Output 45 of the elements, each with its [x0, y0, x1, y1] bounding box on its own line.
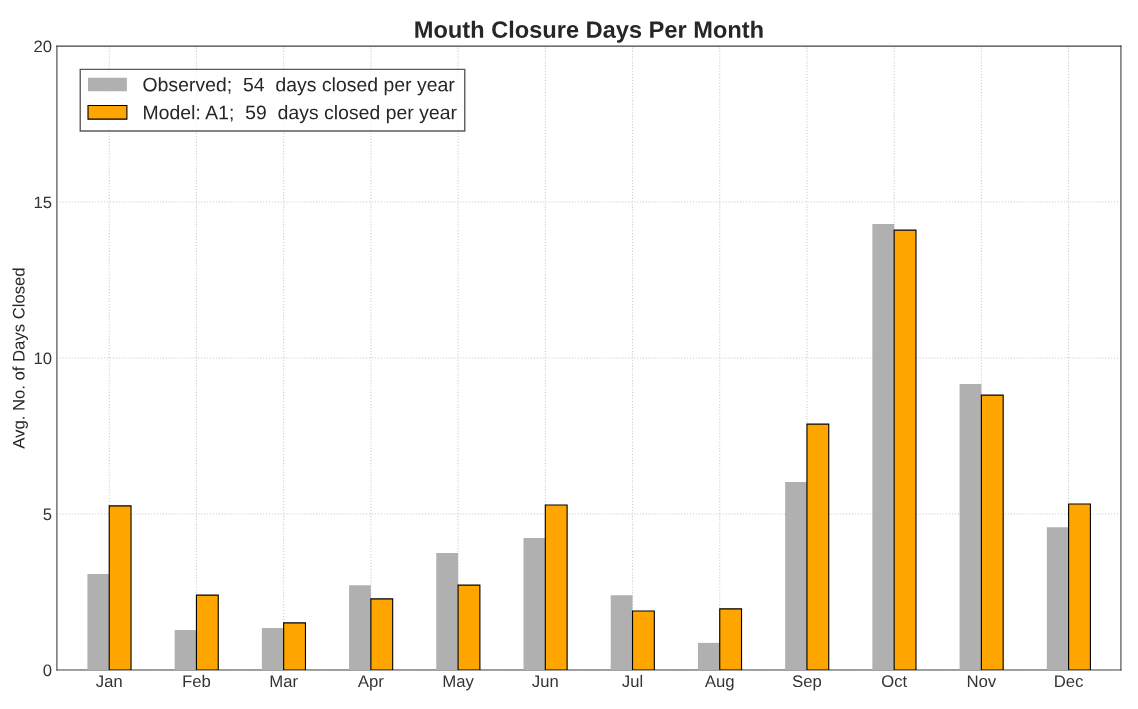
bar: [261, 627, 284, 670]
bar: [719, 608, 743, 670]
x-tick-label: Oct: [882, 675, 908, 688]
y-axis-title: Avg. No. of Days Closed: [12, 268, 28, 449]
bar: [349, 585, 371, 670]
x-tick-label: Aug: [704, 675, 734, 691]
bar: [806, 423, 830, 670]
bar: [457, 584, 481, 670]
bar: [523, 538, 546, 670]
y-tick-label: 10: [34, 352, 52, 365]
legend-label: Observed; 54 days closed per year: [143, 77, 455, 96]
legend-label: Model: A1; 59 days closed per year: [144, 105, 457, 124]
bar: [195, 594, 219, 670]
bar: [174, 630, 197, 670]
bar: [370, 598, 394, 670]
x-tick-label: Sep: [792, 675, 822, 691]
bar: [785, 481, 807, 670]
bar: [1068, 503, 1091, 670]
bar: [959, 383, 982, 670]
x-tick-label: Nov: [967, 675, 997, 688]
x-tick-label: Apr: [357, 675, 384, 691]
bar: [697, 642, 720, 670]
x-tick-label: Jan: [96, 675, 122, 688]
x-tick-label: Jun: [532, 675, 558, 688]
x-tick-label: Feb: [183, 674, 211, 688]
bar: [436, 553, 459, 670]
bar: [108, 505, 132, 670]
y-tick-label: 5: [43, 508, 52, 521]
bar: [1046, 527, 1069, 670]
bar: [872, 223, 895, 670]
y-tick-label: 20: [34, 40, 52, 53]
bar: [283, 622, 307, 670]
y-tick-label: 0: [43, 664, 52, 677]
x-tick-label: Jul: [622, 674, 643, 688]
bar: [980, 394, 1004, 670]
chart-title: Mouth Closure Days Per Month: [415, 20, 763, 43]
bar: [631, 610, 655, 670]
y-tick-label: 15: [34, 196, 52, 209]
x-tick-label: Mar: [270, 675, 298, 688]
x-tick-label: May: [443, 675, 474, 691]
bar: [87, 573, 110, 670]
bar: [610, 595, 633, 670]
x-tick-label: Dec: [1055, 675, 1083, 688]
bar: [544, 504, 568, 670]
bar: [893, 229, 917, 670]
